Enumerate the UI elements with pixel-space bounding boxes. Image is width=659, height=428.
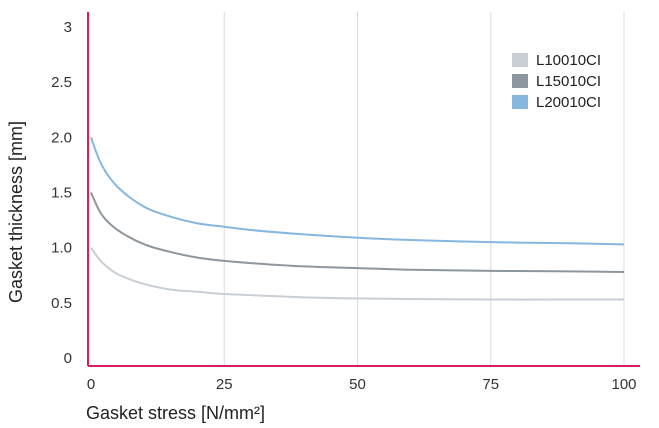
y-tick-label: 2.0: [51, 129, 72, 146]
legend-swatch: [512, 53, 528, 67]
x-tick-labels: 0 25 50 75 100: [87, 376, 637, 393]
legend-label: L20010CI: [536, 94, 601, 111]
grid-lines: [223, 12, 625, 366]
legend-swatch: [512, 74, 528, 88]
x-tick-label: 50: [349, 376, 366, 393]
axes: [87, 12, 640, 367]
x-tick-label: 100: [611, 376, 636, 393]
legend-swatch: [512, 95, 528, 109]
series-line: [90, 247, 624, 301]
y-axis-title: Gasket thickness [mm]: [6, 121, 26, 303]
x-axis-title: Gasket stress [N/mm²]: [86, 403, 265, 423]
series-line: [90, 136, 625, 246]
legend-label: L15010CI: [536, 73, 601, 90]
series-lines: [90, 136, 625, 301]
y-tick-label: 3: [64, 19, 72, 36]
x-tick-label: 0: [87, 376, 95, 393]
y-tick-label: 2.5: [51, 74, 72, 91]
legend-label: L10010CI: [536, 52, 601, 69]
x-tick-label: 75: [482, 376, 499, 393]
legend: L10010CI L15010CI L20010CI: [512, 52, 601, 111]
x-tick-label: 25: [216, 376, 233, 393]
y-tick-label: 0.5: [51, 295, 72, 312]
y-tick-label: 1.0: [51, 240, 72, 257]
y-tick-label: 0: [64, 350, 72, 367]
series-line: [90, 192, 625, 273]
y-tick-label: 1.5: [51, 185, 72, 202]
y-tick-labels: 0 0.5 1.0 1.5 2.0 2.5 3: [51, 19, 72, 367]
